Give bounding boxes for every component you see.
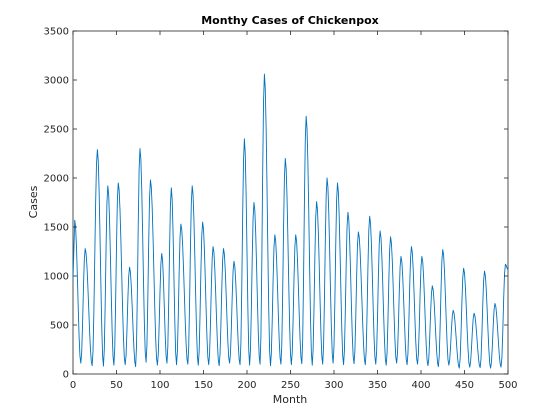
y-tick-label: 2500 <box>44 125 69 136</box>
series-line <box>72 73 509 369</box>
x-tick-label: 100 <box>150 380 169 391</box>
y-axis-label: Cases <box>27 185 40 218</box>
y-tick-label: 500 <box>50 321 69 332</box>
x-tick-label: 400 <box>411 380 430 391</box>
y-tick-label: 1500 <box>44 223 69 234</box>
x-tick-label: 300 <box>324 380 343 391</box>
plot-area: 0 50 100 150 200 250 300 350 400 450 500 0 500 1000 1… <box>44 27 518 392</box>
y-tick-label: 2000 <box>44 174 69 185</box>
x-tick-label: 450 <box>455 380 474 391</box>
y-tick-label: 3000 <box>44 76 69 87</box>
x-axis-label: Month <box>273 393 308 406</box>
y-axis-ticks: 0 500 1000 1500 2000 2500 3000 3500 <box>44 27 508 381</box>
y-tick-label: 1000 <box>44 272 69 283</box>
y-tick-label: 3500 <box>44 27 69 38</box>
axes-box <box>72 30 509 375</box>
chart-title: Monthy Cases of Chickenpox <box>201 14 379 27</box>
x-tick-label: 350 <box>368 380 387 391</box>
x-tick-label: 50 <box>110 380 123 391</box>
x-tick-label: 0 <box>70 380 76 391</box>
x-tick-label: 150 <box>194 380 213 391</box>
x-tick-label: 500 <box>498 380 517 391</box>
y-tick-label: 0 <box>63 370 69 381</box>
series-layer <box>72 73 509 369</box>
x-axis-ticks: 0 50 100 150 200 250 300 350 400 450 500 <box>70 31 518 391</box>
x-tick-label: 250 <box>281 380 300 391</box>
x-tick-label: 200 <box>237 380 256 391</box>
